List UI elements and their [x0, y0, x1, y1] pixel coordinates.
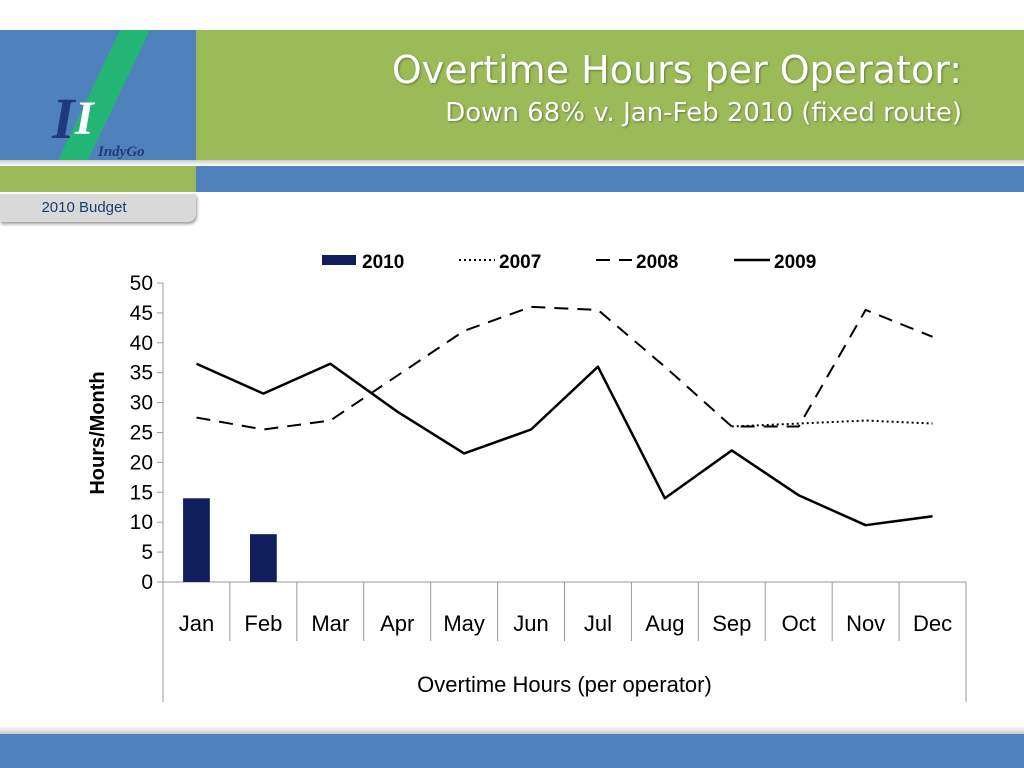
footer-shadow — [0, 726, 1024, 734]
y-axis-title: Hours/Month — [87, 371, 109, 494]
x-tick-label: Oct — [782, 611, 816, 636]
legend-label-2009: 2009 — [774, 252, 816, 273]
legend-label-2007: 2007 — [499, 252, 541, 273]
legend-label-2010: 2010 — [362, 252, 404, 273]
legend-swatch-2010 — [322, 255, 356, 265]
y-tick-label: 40 — [130, 332, 153, 355]
indygo-logo-icon: I I IndyGo — [51, 30, 150, 160]
top-strip — [0, 0, 1024, 30]
x-tick-label: Jun — [513, 611, 548, 636]
x-tick-label: Dec — [913, 611, 952, 636]
series-line-2009 — [195, 362, 933, 527]
x-tick-label: Mar — [311, 611, 349, 636]
x-tick-label: Jan — [179, 611, 214, 636]
x-tick-label: May — [443, 611, 485, 636]
x-tick-label: Feb — [244, 611, 282, 636]
y-tick-label: 45 — [130, 302, 153, 325]
x-tick-label: Nov — [846, 611, 885, 636]
y-tick-label: 25 — [130, 422, 153, 445]
legend-label-2008: 2008 — [636, 252, 678, 273]
header-shadow — [0, 160, 1024, 166]
page-title: Overtime Hours per Operator: — [391, 48, 962, 92]
svg-text:I: I — [74, 92, 96, 145]
x-axis-title: Overtime Hours (per operator) — [417, 672, 712, 697]
budget-tab: 2010 Budget — [0, 194, 196, 222]
y-tick-label: 20 — [130, 451, 153, 474]
header-band — [196, 30, 1024, 160]
y-tick-label: 30 — [130, 392, 153, 415]
page-subtitle: Down 68% v. Jan-Feb 2010 (fixed route) — [445, 98, 962, 128]
series-line-2008 — [196, 305, 933, 431]
x-tick-label: Sep — [712, 611, 751, 636]
blue-accent-band — [196, 166, 1024, 192]
y-tick-label: 35 — [130, 362, 153, 385]
x-tick-label: Aug — [645, 611, 684, 636]
x-tick-label: Jul — [584, 611, 612, 636]
series-line-2007 — [731, 419, 933, 428]
logo-text: IndyGo — [97, 144, 145, 160]
y-tick-label: 5 — [141, 541, 153, 564]
bar-2010-feb — [249, 534, 277, 582]
y-tick-label: 50 — [130, 272, 153, 295]
y-tick-label: 0 — [141, 571, 153, 594]
budget-tab-label: 2010 Budget — [41, 199, 127, 216]
svg-text:I: I — [51, 86, 77, 151]
logo: I I IndyGo — [0, 30, 196, 160]
x-tick-label: Apr — [380, 611, 414, 636]
footer-band — [0, 734, 1024, 768]
green-accent-band — [0, 166, 196, 192]
bar-2010-jan — [183, 498, 210, 582]
y-tick-label: 15 — [130, 481, 153, 504]
y-tick-label: 10 — [130, 511, 153, 534]
